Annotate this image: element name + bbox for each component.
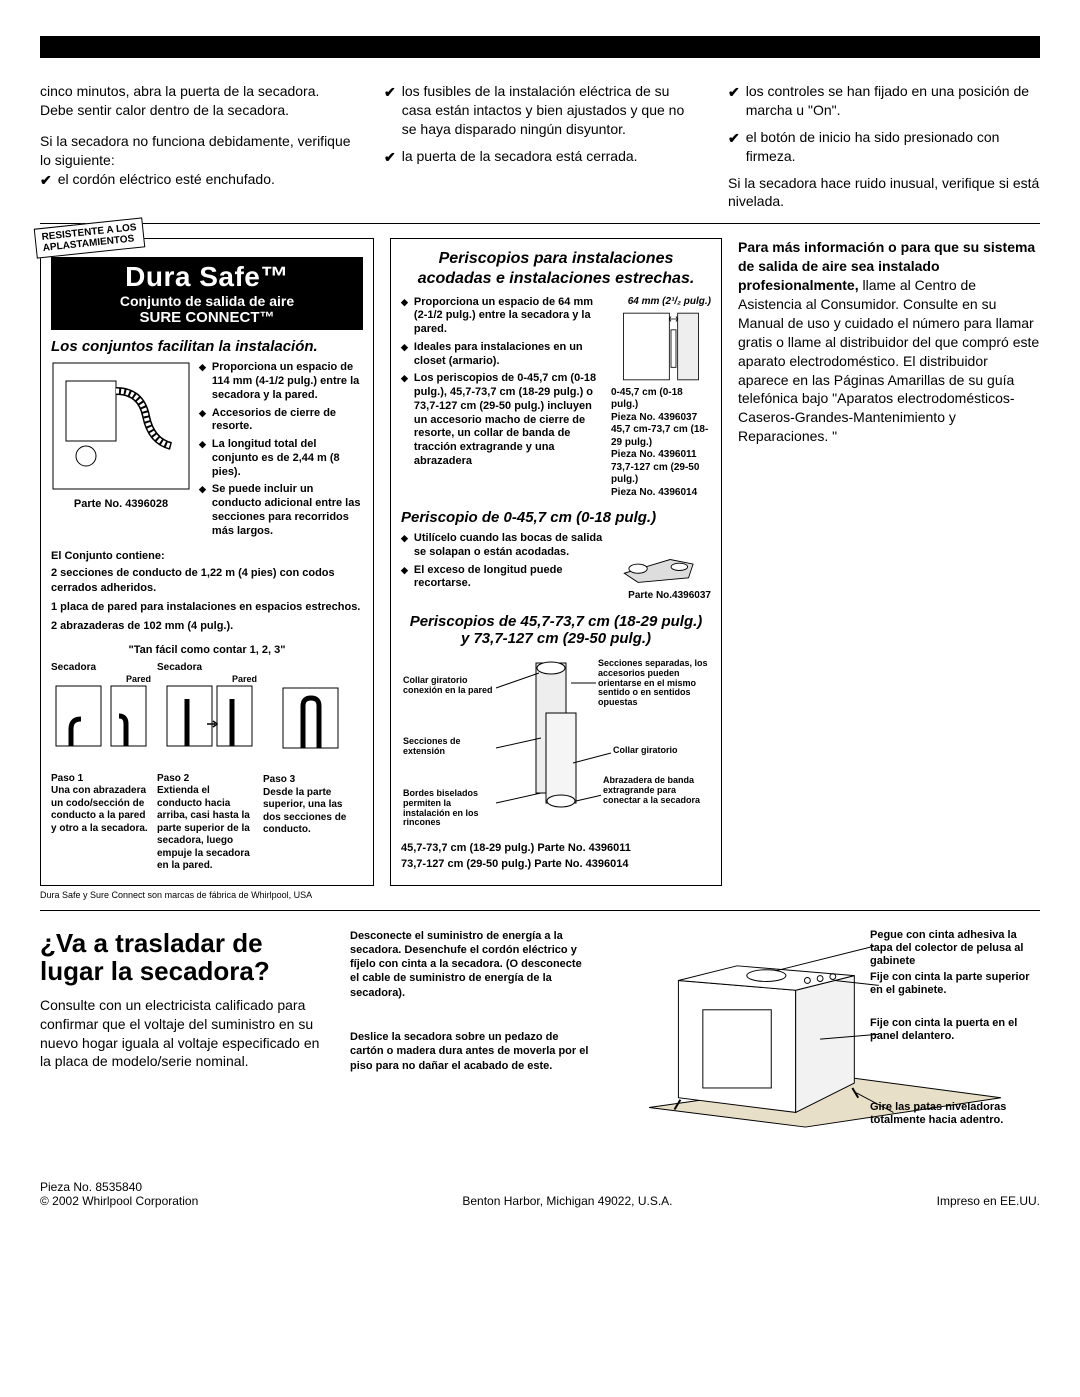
callout-tape-top: Fije con cinta la parte superior en el g… xyxy=(870,971,1040,997)
periscope-short-diagram: Parte No.4396037 xyxy=(611,532,711,603)
slide-note: Deslice la secadora sobre un pedazo de c… xyxy=(350,1030,590,1073)
periscope-box: Periscopios para instalacionesacodadas e… xyxy=(390,238,722,885)
step-1: Secadora Pared Paso 1 Una con abrazadera… xyxy=(51,662,151,873)
moving-heading: ¿Va a trasladar de lugar la secadora? xyxy=(40,929,330,986)
troubleshooting-columns: cinco minutos, abra la puerta de la seca… xyxy=(40,82,1040,211)
part-18-29: 45,7-73,7 cm (18-29 pulg.) Parte No. 439… xyxy=(401,842,711,854)
disconnect-note: Desconecte el suministro de energía a la… xyxy=(350,929,590,1000)
periscope-long: Periscopios de 45,7-73,7 cm (18-29 pulg.… xyxy=(401,613,711,647)
col-2: ✔ los fusibles de la instalación eléctri… xyxy=(384,82,696,211)
col-1: cinco minutos, abra la puerta de la seca… xyxy=(40,82,352,211)
contains-1: 2 secciones de conducto de 1,22 m (4 pie… xyxy=(51,566,363,595)
check-icon: ✔ xyxy=(40,171,52,190)
intro-p2: Si la secadora no funciona debidamente, … xyxy=(40,132,352,170)
intro-p1: cinco minutos, abra la puerta de la seca… xyxy=(40,82,352,120)
step-2: Secadora Pared Paso 2 Extienda el conduc… xyxy=(157,662,257,873)
footer-center: Benton Harbor, Michigan 49022, U.S.A. xyxy=(462,1194,672,1208)
step-3: Paso 3 Desde la parte superior, una las … xyxy=(263,662,363,873)
check-icon: ✔ xyxy=(384,148,396,167)
dura-safe-box: RESISTENTE A LOSAPLASTAMIENTOS Dura Safe… xyxy=(40,238,374,885)
periscope-long-diagram: Collar giratorio conexión en la pared Se… xyxy=(401,653,711,838)
kits-heading: Los conjuntos facilitan la instalación. xyxy=(51,338,363,355)
moving-left-col: ¿Va a trasladar de lugar la secadora? Co… xyxy=(40,929,330,1162)
check-icon: ✔ xyxy=(384,83,396,102)
trademark-footnote: Dura Safe y Sure Connect son marcas de f… xyxy=(40,890,1040,900)
callout-tape-door: Fije con cinta la puerta en el panel del… xyxy=(870,1017,1040,1043)
svg-text:Pared: Pared xyxy=(126,674,151,684)
periscope-title: Periscopios para instalacionesacodadas e… xyxy=(401,249,711,287)
dura-safe-title-bar: Dura Safe™ Conjunto de salida de aire SU… xyxy=(51,257,363,330)
col-3: ✔ los controles se han fijado en una pos… xyxy=(728,82,1040,211)
check-controls: ✔ los controles se han fijado en una pos… xyxy=(728,82,1040,120)
check-icon: ✔ xyxy=(728,83,740,102)
footer-right: Impreso en EE.UU. xyxy=(937,1194,1040,1208)
kit-bullets: Proporciona un espacio de 114 mm (4-1/2 … xyxy=(199,361,363,542)
contains-3: 2 abrazaderas de 102 mm (4 pulg.). xyxy=(51,619,363,633)
page-footer: Pieza No. 8535840 © 2002 Whirlpool Corpo… xyxy=(40,1180,1040,1208)
check-icon: ✔ xyxy=(728,129,740,148)
footer-left: Pieza No. 8535840 © 2002 Whirlpool Corpo… xyxy=(40,1180,198,1208)
noise-note: Si la secadora hace ruido inusual, verif… xyxy=(728,174,1040,212)
callout-legs: Gire las patas niveladoras totalmente ha… xyxy=(870,1101,1040,1127)
header-black-bar xyxy=(40,36,1040,58)
periscope-bullets: Proporciona un espacio de 64 mm (2-1/2 p… xyxy=(401,296,605,500)
dura-safe-title: Dura Safe™ xyxy=(57,261,357,293)
more-info-column: Para más información o para que su siste… xyxy=(738,238,1040,885)
svg-text:Pared: Pared xyxy=(232,674,257,684)
kit-part-no: Parte No. 4396028 xyxy=(51,498,191,510)
check-cord: ✔ el cordón eléctrico esté enchufado. xyxy=(40,170,352,190)
subtitle-sure-connect: SURE CONNECT™ xyxy=(57,309,357,326)
contains-2: 1 placa de pared para instalaciones en e… xyxy=(51,600,363,614)
kit-diagram: Parte No. 4396028 xyxy=(51,361,191,542)
section-divider xyxy=(40,223,1040,224)
part-29-50: 73,7-127 cm (29-50 pulg.) Parte No. 4396… xyxy=(401,858,711,870)
kit-contains-heading: El Conjunto contiene: xyxy=(51,550,363,562)
check-door: ✔ la puerta de la secadora está cerrada. xyxy=(384,147,696,167)
periscope-0-18-bullets: Utilícelo cuando las bocas de salida se … xyxy=(401,532,605,603)
check-fuses: ✔ los fusibles de la instalación eléctri… xyxy=(384,82,696,139)
callout-lint-cover: Pegue con cinta adhesiva la tapa del col… xyxy=(870,929,1040,969)
easy-as-123: "Tan fácil como contar 1, 2, 3" xyxy=(51,644,363,656)
dryer-diagram: Pegue con cinta adhesiva la tapa del col… xyxy=(610,929,1040,1162)
periscope-0-18: Periscopio de 0-45,7 cm (0-18 pulg.) xyxy=(401,509,711,526)
electrician-note: Consulte con un electricista calificado … xyxy=(40,996,330,1072)
moving-section: ¿Va a trasladar de lugar la secadora? Co… xyxy=(40,929,1040,1162)
moving-mid-col: Desconecte el suministro de energía a la… xyxy=(350,929,590,1162)
check-start: ✔ el botón de inicio ha sido presionado … xyxy=(728,128,1040,166)
section-divider-2 xyxy=(40,910,1040,911)
subtitle-conjunto: Conjunto de salida de aire xyxy=(57,293,357,309)
install-steps: Secadora Pared Paso 1 Una con abrazadera… xyxy=(51,662,363,873)
periscope-spacing-diagram: 64 mm (2¹/₂ pulg.) 0-45,7 cm (0-18 pulg.… xyxy=(611,296,711,500)
